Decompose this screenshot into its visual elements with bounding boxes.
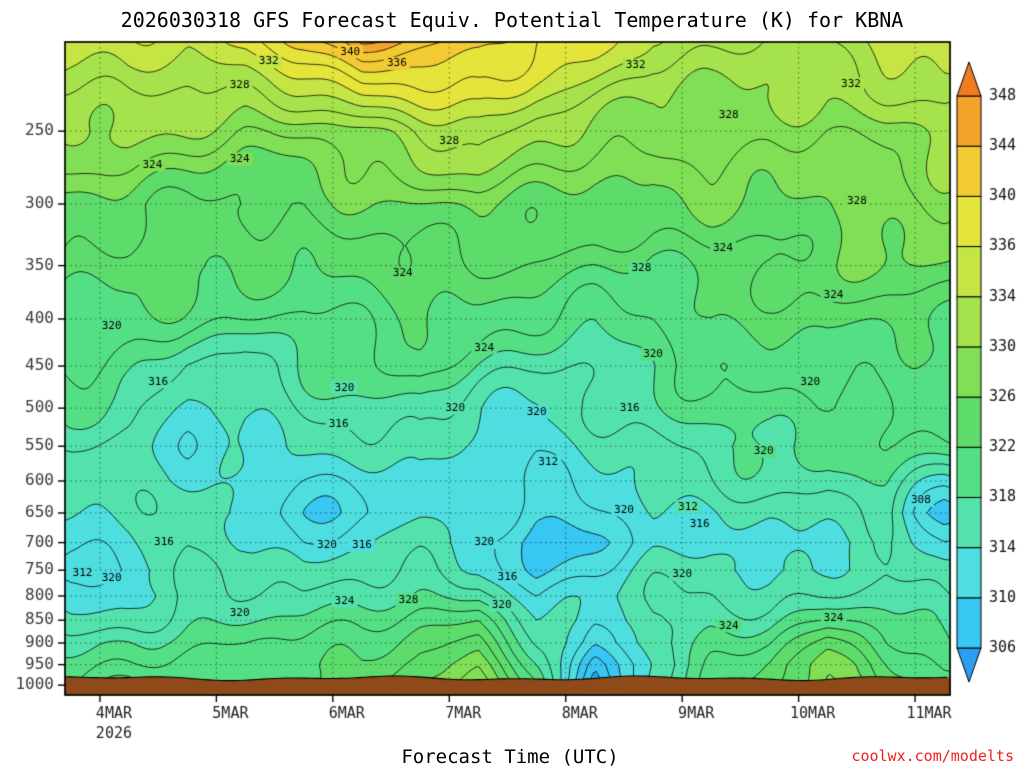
chart-title: 2026030318 GFS Forecast Equiv. Potential… (120, 8, 904, 32)
watermark-text: coolwx.com/modelts (851, 747, 1014, 765)
x-axis-title: Forecast Time (UTC) (401, 746, 619, 768)
